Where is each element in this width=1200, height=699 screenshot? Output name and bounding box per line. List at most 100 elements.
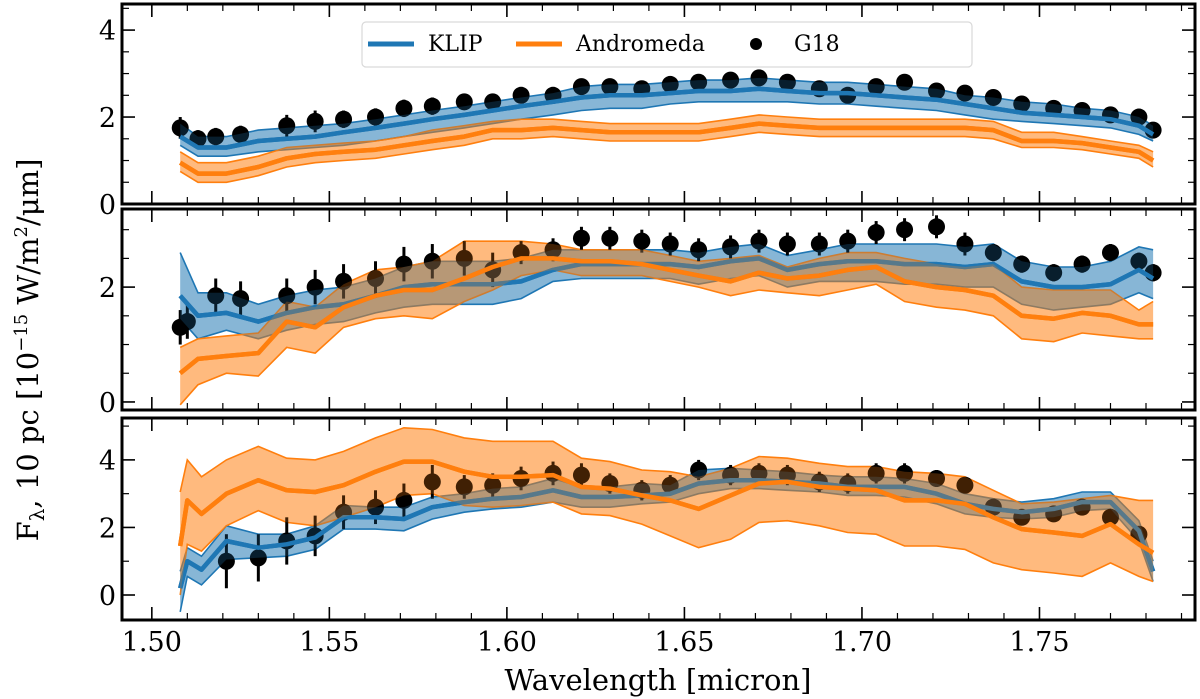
g18-point — [512, 86, 530, 104]
y-tick-label: 2 — [99, 513, 116, 544]
g18-point — [661, 235, 679, 253]
g18-point — [207, 287, 225, 305]
g18-point — [367, 498, 385, 516]
g18-points — [171, 215, 1162, 345]
legend-klip-label: KLIP — [428, 32, 483, 57]
g18-point — [455, 478, 473, 496]
g18-point — [928, 82, 946, 100]
klip-uncertainty-band — [180, 244, 1154, 339]
legend-andromeda-label: Andromeda — [575, 32, 705, 57]
g18-point — [690, 241, 708, 259]
g18-point — [1101, 244, 1119, 262]
g18-point — [249, 549, 267, 567]
g18-point — [484, 476, 502, 494]
g18-point — [928, 469, 946, 487]
g18-point — [171, 119, 189, 137]
g18-point — [601, 78, 619, 96]
g18-point — [306, 278, 324, 296]
g18-point — [217, 552, 235, 570]
andromeda-uncertainty-band — [180, 114, 1154, 183]
g18-point — [867, 224, 885, 242]
g18-point — [661, 476, 679, 494]
x-tick-label: 1.75 — [1009, 627, 1069, 658]
andromeda-uncertainty-band — [180, 427, 1154, 595]
x-tick-label: 1.60 — [477, 627, 537, 658]
y-tick-label: 2 — [99, 273, 116, 304]
x-tick-label: 1.70 — [832, 627, 892, 658]
y-axis-title: Fλ, 10 pc [10−15 W/m2/μm] — [11, 159, 49, 542]
g18-point — [956, 476, 974, 494]
y-tick-label: 4 — [99, 16, 116, 47]
g18-point — [455, 93, 473, 111]
g18-point — [572, 229, 590, 247]
panel-bottom-plot-area — [177, 426, 1156, 613]
klip-line-overlay — [178, 477, 1156, 589]
x-tick-label: 1.50 — [122, 627, 182, 658]
panel-top: 0 2 4 — [99, 2, 1197, 221]
g18-point — [1073, 255, 1091, 273]
g18-point — [572, 78, 590, 96]
klip-upper-edge — [179, 467, 1154, 572]
andromeda-band-overlay — [180, 427, 1154, 595]
g18-point — [395, 99, 413, 117]
g18-point — [896, 221, 914, 239]
g18-point — [178, 313, 196, 331]
g18-point — [778, 73, 796, 91]
g18-point — [423, 473, 441, 491]
g18-point — [750, 464, 768, 482]
g18-point — [306, 112, 324, 130]
x-axis-title: Wavelength [micron] — [505, 663, 812, 697]
g18-point — [839, 232, 857, 250]
g18-point — [335, 272, 353, 290]
g18-point — [544, 241, 562, 259]
g18-point — [1101, 508, 1119, 526]
g18-point — [572, 466, 590, 484]
g18-point — [484, 93, 502, 111]
klip-band-overlay — [180, 468, 1154, 612]
legend-g18-label: G18 — [794, 32, 840, 57]
g18-point — [633, 232, 651, 250]
panel-bottom-frame — [120, 416, 1197, 622]
g18-point — [896, 464, 914, 482]
g18-point — [335, 110, 353, 128]
g18-point — [423, 97, 441, 115]
g18-point — [367, 108, 385, 126]
g18-point — [1013, 255, 1031, 273]
klip-lower-edge — [179, 274, 1154, 340]
y-tick-label: 0 — [99, 581, 116, 612]
panel-middle-frame — [120, 207, 1197, 412]
andromeda-lower-edge — [179, 492, 1154, 596]
klip-line-overlay — [178, 256, 1155, 324]
andromeda-line-overlay — [178, 256, 1154, 375]
g18-point — [278, 287, 296, 305]
g18-point — [896, 73, 914, 91]
g18-point — [395, 491, 413, 509]
andromeda-band-overlay — [180, 114, 1154, 183]
klip-line-overlay — [179, 86, 1155, 150]
g18-point — [956, 235, 974, 253]
g18-point — [1130, 108, 1148, 126]
g18-point — [455, 249, 473, 267]
panel-middle-plot-area — [171, 215, 1162, 406]
legend: KLIP Andromeda G18 — [361, 21, 973, 68]
g18-point — [1013, 95, 1031, 113]
panel-middle: 02 — [99, 207, 1197, 419]
g18-point — [232, 125, 250, 143]
g18-point — [810, 235, 828, 253]
g18-point — [750, 232, 768, 250]
panel-bottom: 0 2 4 — [99, 416, 1197, 622]
g18-point — [778, 235, 796, 253]
g18-point — [690, 461, 708, 479]
andromeda-lower-edge — [179, 131, 1154, 184]
g18-point — [956, 84, 974, 102]
g18-point — [423, 252, 441, 270]
y-tick-label: 2 — [99, 103, 116, 134]
y-tick-label: 4 — [99, 446, 116, 477]
andromeda-upper-edge — [179, 426, 1154, 505]
g18-point — [1045, 264, 1063, 282]
klip-uncertainty-band — [180, 468, 1154, 612]
legend-box — [361, 21, 973, 68]
andromeda-line-overlay — [177, 459, 1155, 555]
